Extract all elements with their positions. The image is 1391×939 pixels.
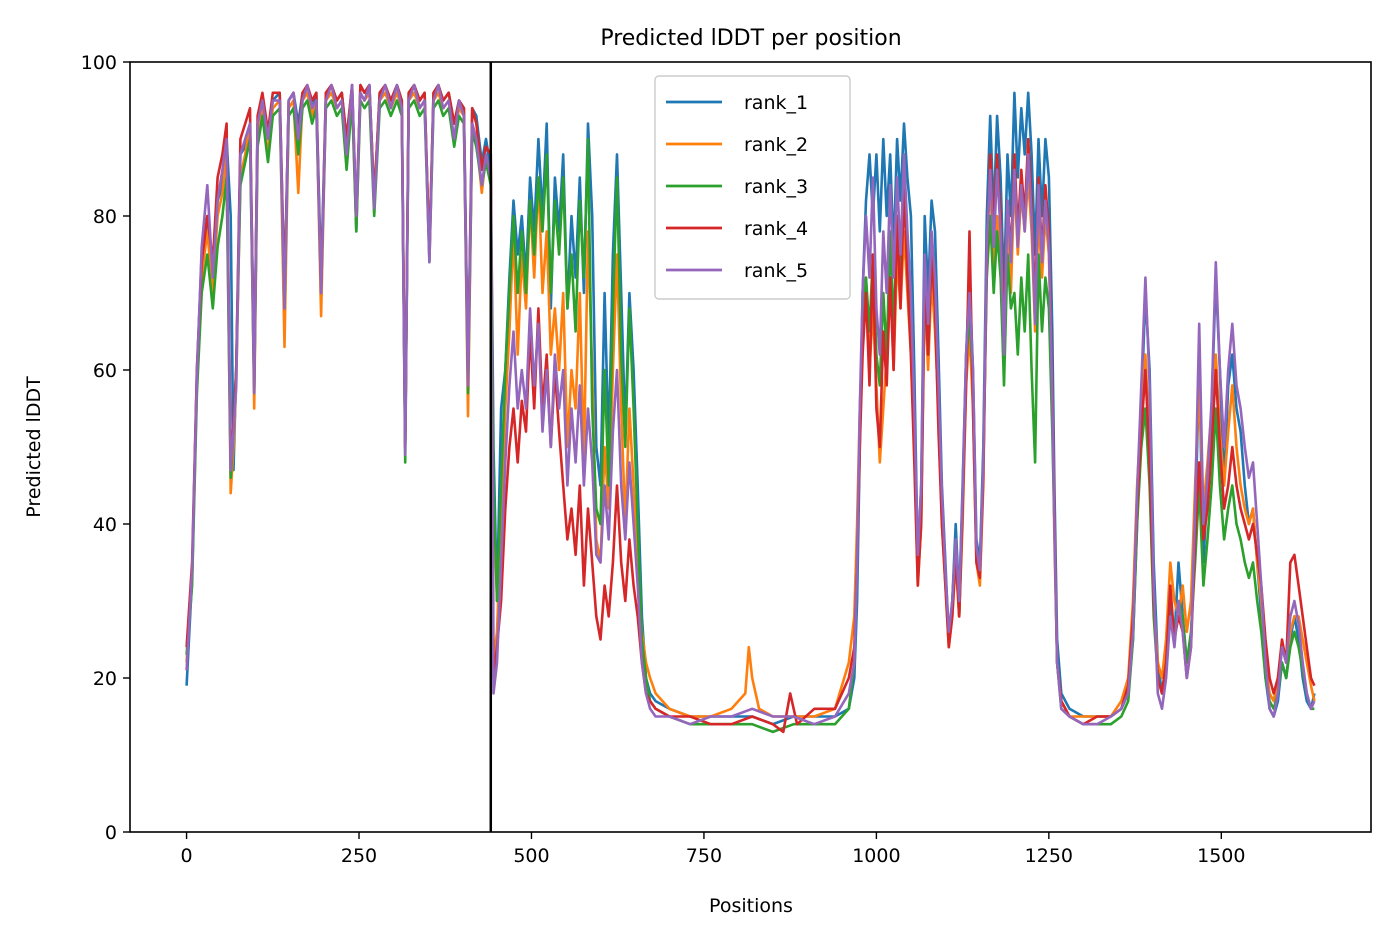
- y-tick-label: 80: [93, 206, 117, 228]
- x-tick-label: 500: [513, 845, 549, 867]
- y-tick-label: 60: [93, 360, 117, 382]
- y-tick-label: 20: [93, 668, 117, 690]
- chart-title: Predicted lDDT per position: [600, 26, 901, 51]
- legend-label-rank_4: rank_4: [744, 218, 808, 240]
- x-axis-label: Positions: [709, 895, 793, 917]
- legend-items: rank_1 rank_2 rank_3 rank_4 rank_5: [666, 92, 808, 282]
- legend-label-rank_1: rank_1: [744, 92, 808, 114]
- x-tick-label: 1000: [852, 845, 900, 867]
- x-tick-label: 1500: [1197, 845, 1245, 867]
- x-axis-ticks: 0 250 500 750 1000 1250 1500: [181, 832, 1245, 867]
- y-axis-ticks: 0 20 40 60 80 100: [81, 52, 130, 844]
- legend-label-rank_5: rank_5: [744, 260, 808, 282]
- x-tick-label: 250: [341, 845, 377, 867]
- x-tick-label: 750: [686, 845, 722, 867]
- legend-box: [654, 75, 851, 300]
- x-tick-label: 0: [181, 845, 193, 867]
- y-tick-label: 40: [93, 514, 117, 536]
- series-line-rank_5: [185, 83, 1316, 726]
- x-tick-label: 1250: [1025, 845, 1073, 867]
- plot-lines: [185, 83, 1316, 734]
- y-tick-label: 100: [81, 52, 117, 74]
- y-tick-label: 0: [105, 822, 117, 844]
- plot-frame: [129, 61, 1372, 833]
- legend-label-rank_3: rank_3: [744, 176, 808, 198]
- y-axis-label: Predicted lDDT: [23, 376, 45, 518]
- legend: rank_1 rank_2 rank_3 rank_4 rank_5: [654, 75, 851, 300]
- legend-label-rank_2: rank_2: [744, 134, 808, 156]
